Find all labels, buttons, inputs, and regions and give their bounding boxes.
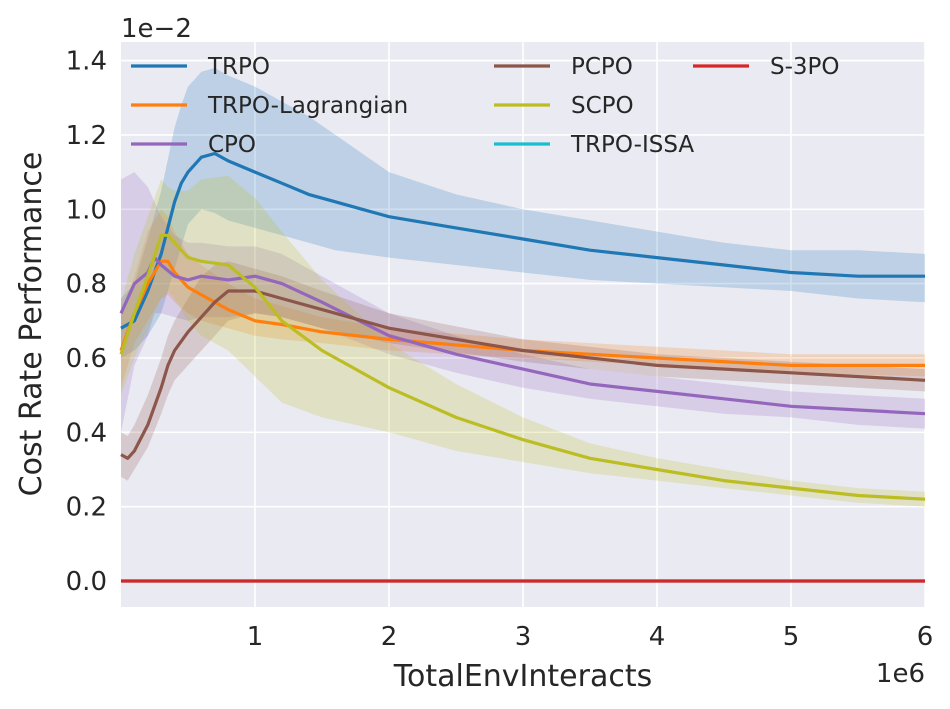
legend-label-trpo-lagrangian: TRPO-Lagrangian bbox=[207, 93, 408, 119]
x-tick-label: 2 bbox=[381, 622, 398, 652]
band-trpo-lagrangian bbox=[121, 209, 925, 388]
line-trpo-lagrangian bbox=[119, 259, 925, 367]
y-tick-label: 0.2 bbox=[66, 493, 107, 523]
legend-label-s-3po: S-3PO bbox=[770, 54, 840, 80]
series-lines bbox=[119, 151, 926, 583]
x-scale-label: 1e6 bbox=[876, 659, 925, 689]
x-tick-label: 3 bbox=[515, 622, 532, 652]
line-trpo bbox=[120, 151, 925, 330]
y-tick-label: 0.8 bbox=[66, 270, 107, 300]
x-tick-label: 1 bbox=[247, 622, 264, 652]
legend-label-cpo: CPO bbox=[208, 132, 256, 158]
x-axis-label: TotalEnvInteracts bbox=[393, 659, 652, 694]
band-trpo bbox=[121, 68, 925, 358]
y-tick-label: 0.0 bbox=[66, 567, 107, 597]
legend-label-pcpo: PCPO bbox=[571, 54, 633, 80]
y-tick-label: 0.6 bbox=[66, 344, 107, 374]
legend: TRPO TRPO-Lagrangian CPO PCPO SCPO TRPO-ISSA S… bbox=[131, 54, 840, 158]
y-axis-label: Cost Rate Performance bbox=[14, 152, 49, 497]
line-pcpo bbox=[120, 289, 926, 460]
y-tick-label: 0.4 bbox=[66, 418, 107, 448]
band-pcpo bbox=[121, 261, 925, 481]
legend-label-trpo-issa: TRPO-ISSA bbox=[570, 132, 694, 158]
legend-label-scpo: SCPO bbox=[571, 93, 634, 119]
tick-labels: 1 2 3 4 5 6 0.0 0.2 0.4 0.6 0.8 1.0 1.2 1.4 bbox=[66, 47, 934, 652]
x-tick-label: 6 bbox=[917, 622, 934, 652]
line-scpo bbox=[119, 233, 926, 501]
x-tick-label: 4 bbox=[649, 622, 666, 652]
y-tick-label: 1.2 bbox=[66, 121, 107, 151]
y-scale-label: 1e−2 bbox=[121, 14, 192, 44]
line-cpo bbox=[119, 256, 926, 416]
legend-label-trpo: TRPO bbox=[207, 54, 270, 80]
y-tick-label: 1.0 bbox=[66, 195, 107, 225]
y-tick-label: 1.4 bbox=[66, 47, 107, 77]
x-tick-label: 5 bbox=[783, 622, 800, 652]
band-cpo bbox=[121, 172, 925, 433]
grid bbox=[121, 42, 926, 607]
